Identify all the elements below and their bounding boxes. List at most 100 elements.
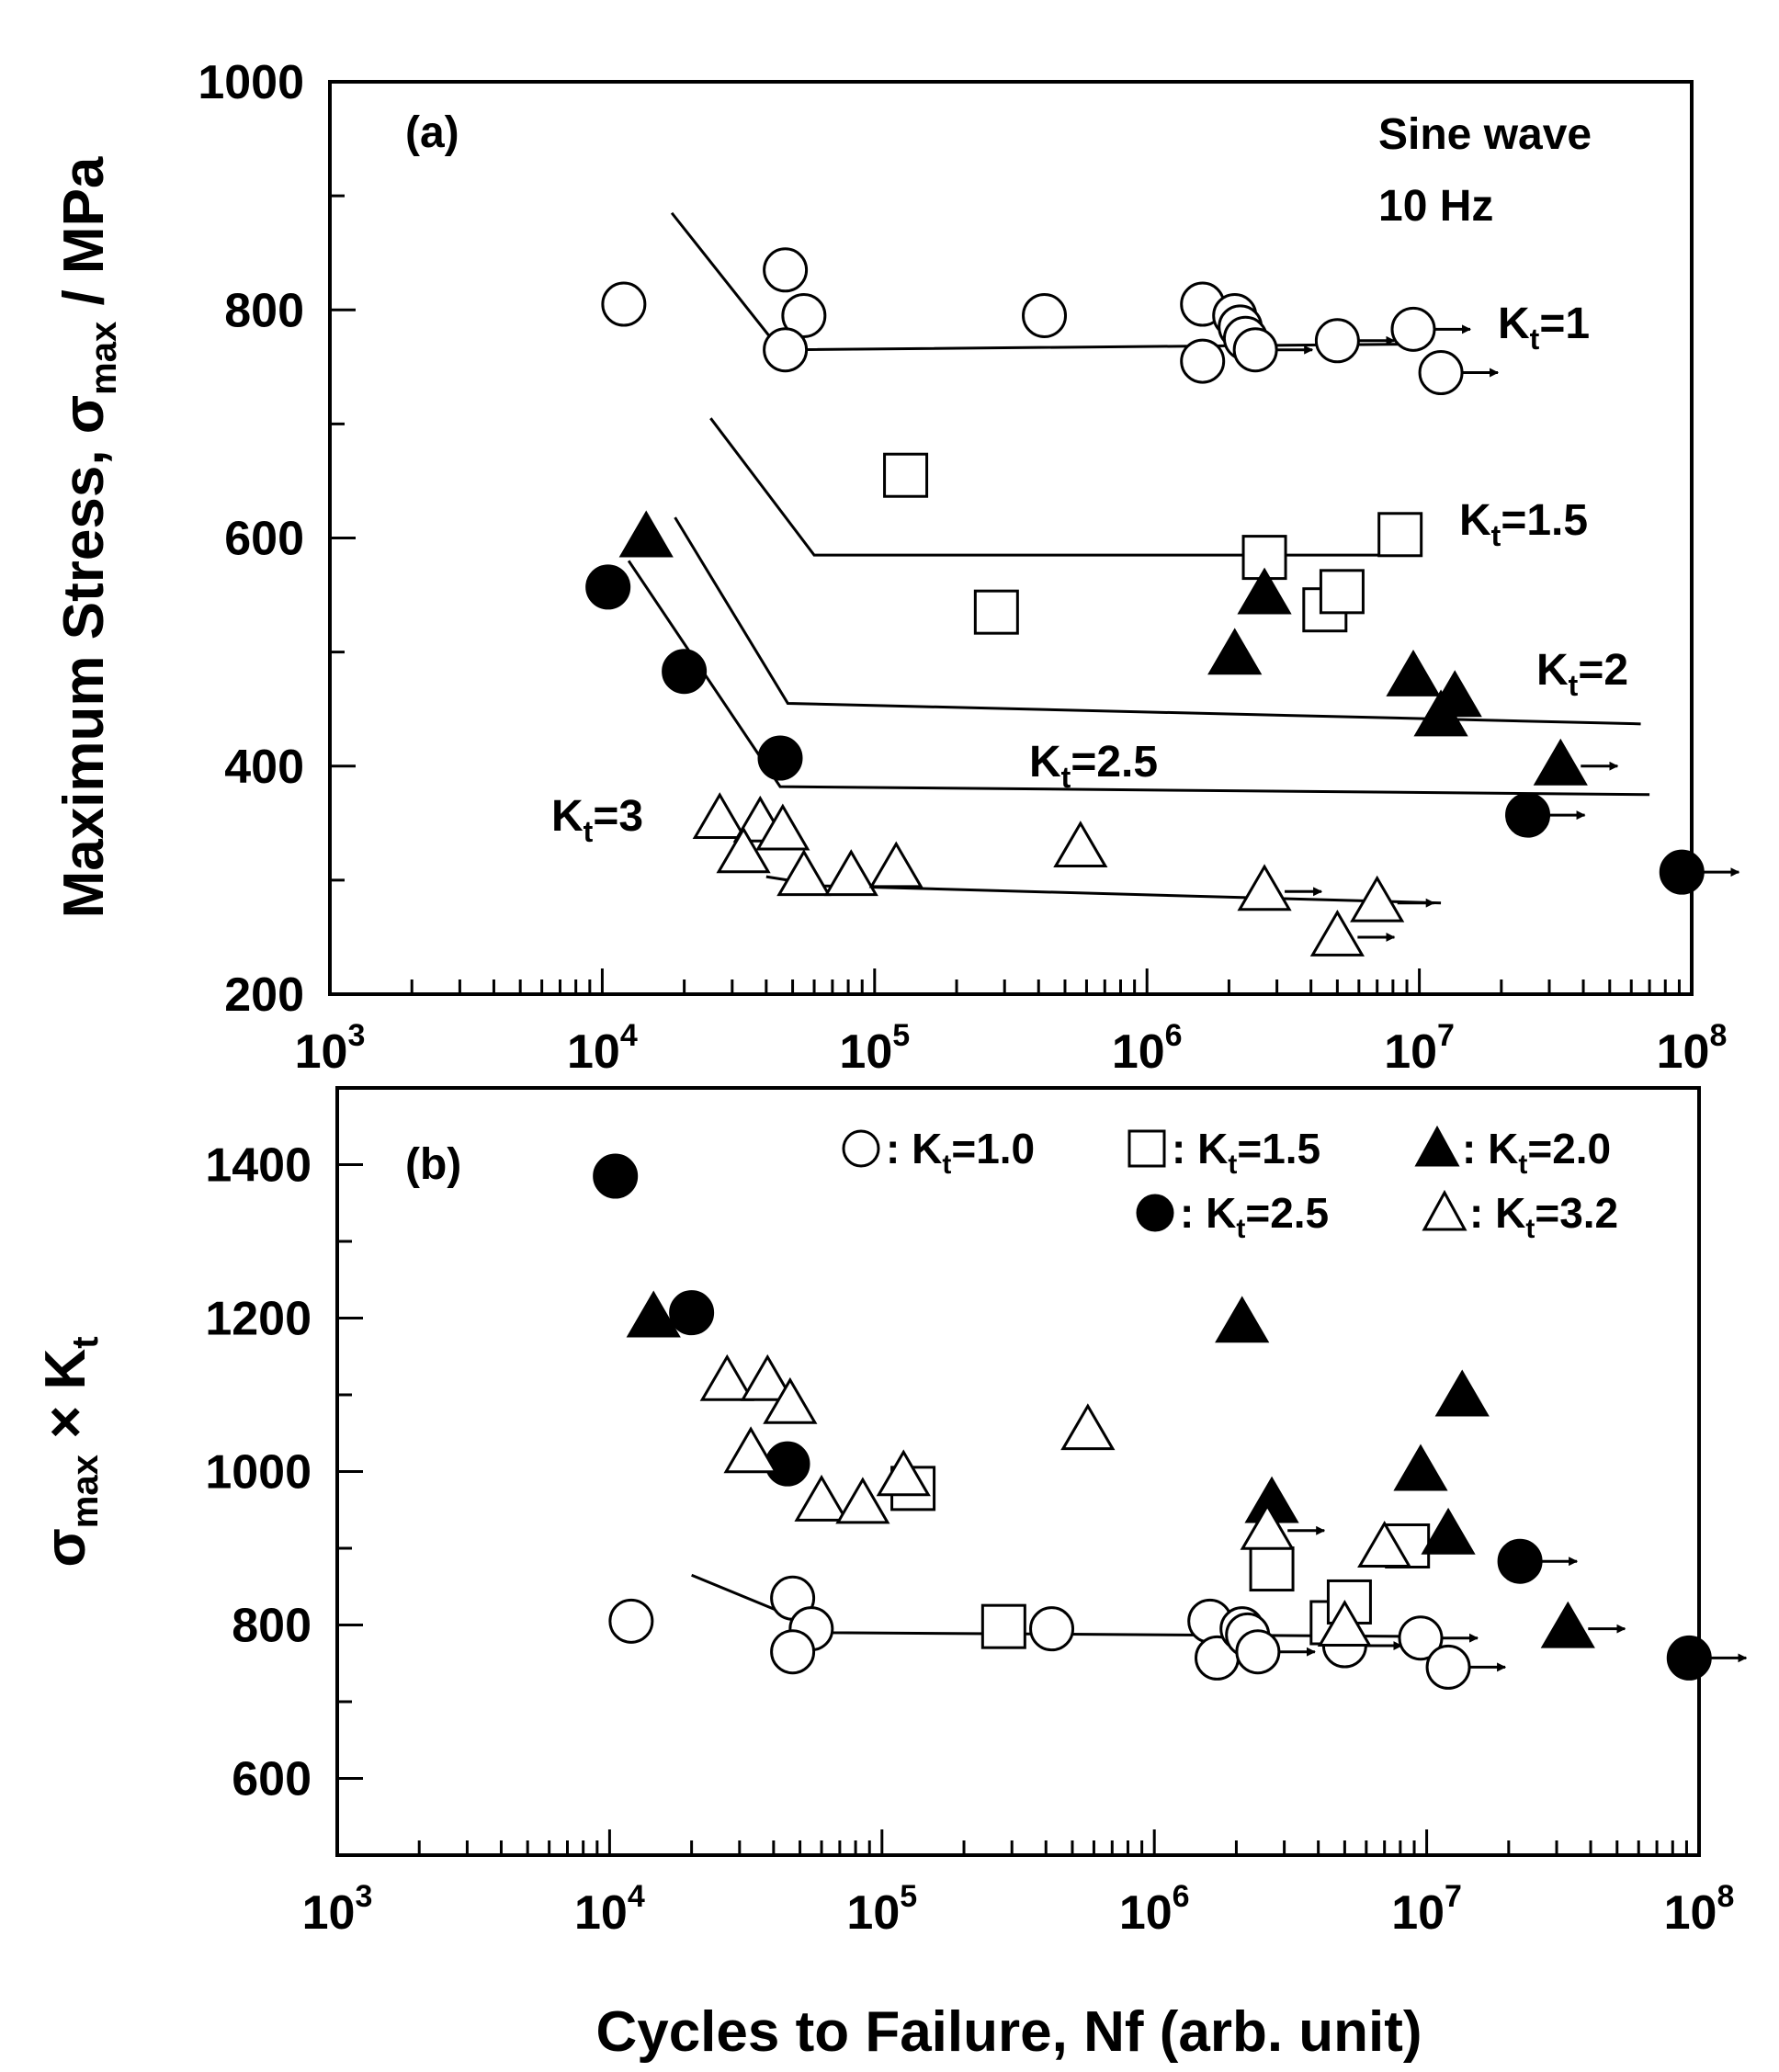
panel-a-data-points: [585, 247, 1740, 957]
data-point-Kt=3: [1053, 821, 1108, 868]
data-point-Kt=3: [716, 826, 771, 874]
data-point-Kt=1: [781, 292, 827, 338]
data-point-Kt=3.2: [699, 1353, 754, 1401]
panel-b-ticks: [335, 1086, 1688, 1857]
label-kt-3: Kt=3: [551, 792, 643, 848]
y-tick-label: 1000: [205, 1446, 312, 1500]
panel-b-data-points: [593, 1153, 1748, 1690]
data-point-Kt=1: [1022, 292, 1068, 338]
fit-line-Kt=1.5: [709, 417, 1413, 557]
data-point-Kt=1: [763, 247, 809, 293]
legend-label: : Kt=2.5: [1180, 1189, 1329, 1244]
x-tick-label: 103: [302, 1879, 373, 1940]
data-point-Kt=2.0: [1393, 1444, 1448, 1491]
data-point-Kt=2.0: [1421, 1507, 1476, 1555]
data-point-Kt=3.2: [876, 1449, 931, 1497]
legend-marker: [1127, 1129, 1166, 1168]
y-tick-label: 1200: [205, 1293, 312, 1346]
data-point-Kt=2.0: [1540, 1601, 1595, 1648]
panel-b-label: (b): [405, 1140, 461, 1189]
data-point-Kt=3: [776, 849, 832, 897]
data-point-Kt=2: [1533, 738, 1588, 786]
data-point-Kt=1.0: [1425, 1644, 1471, 1690]
condition-line1: Sine wave: [1378, 110, 1592, 159]
y-tick-label: 1400: [205, 1139, 312, 1193]
data-point-Kt=2.5: [1505, 792, 1551, 838]
data-point-Kt=2.5: [585, 564, 631, 610]
data-point-Kt=3: [1350, 875, 1405, 923]
data-point-Kt=3.2: [1317, 1600, 1372, 1647]
data-point-Kt=1.5: [980, 1603, 1026, 1649]
panel-b-chart: 600 800 1000 1200 1400 103 104 105 106 107 108 : …: [34, 1086, 1748, 1940]
data-point-Kt=1: [1314, 318, 1360, 364]
fit-line-Kt=2.5: [627, 560, 1650, 797]
label-kt-1-5: Kt=1.5: [1459, 496, 1588, 552]
y-tick-label: 200: [224, 968, 304, 1022]
panel-b-legend: : Kt=1.0 : Kt=1.5 : Kt=2.0 : Kt=2.5 : Kt=3.2: [842, 1125, 1618, 1244]
y-tick-label: 1000: [198, 56, 304, 109]
legend-marker: [1414, 1125, 1460, 1167]
data-point-Kt=2.0: [1215, 1296, 1270, 1343]
legend-item: : Kt=1.0: [842, 1125, 1035, 1180]
data-point-Kt=1.5: [1319, 569, 1365, 615]
data-point-Kt=2.5: [593, 1153, 639, 1199]
data-point-Kt=2.5: [662, 649, 708, 695]
data-point-Kt=3: [868, 841, 923, 889]
data-point-Kt=1: [1418, 350, 1464, 396]
data-point-Kt=3: [823, 849, 878, 897]
data-point-Kt=1.5: [883, 452, 929, 498]
data-point-Kt=1.0: [770, 1629, 816, 1675]
data-point-Kt=3.2: [1357, 1521, 1412, 1568]
data-point-Kt=3.2: [763, 1376, 818, 1424]
label-kt-2-5: Kt=2.5: [1029, 738, 1158, 794]
x-tick-label: 106: [1119, 1879, 1190, 1940]
panel-a-y-tick-labels: 200 400 600 800 1000: [198, 56, 304, 1022]
data-point-Kt=2.0: [1434, 1369, 1490, 1417]
panel-a-x-tick-labels: 103 104 105 106 107 108: [295, 1018, 1728, 1079]
x-tick-label: 105: [846, 1879, 917, 1940]
data-point-Kt=1.0: [1398, 1615, 1444, 1661]
legend-marker: [1422, 1189, 1467, 1231]
data-point-Kt=2.0: [626, 1290, 681, 1338]
data-point-Kt=1.5: [1249, 1546, 1295, 1592]
data-point-Kt=1.0: [1235, 1629, 1281, 1675]
y-tick-label: 600: [224, 513, 304, 566]
data-point-Kt=3.2: [1060, 1403, 1116, 1451]
data-point-Kt=2.5: [1497, 1538, 1543, 1584]
x-tick-label: 104: [567, 1018, 638, 1079]
legend-marker: [842, 1129, 880, 1168]
data-point-Kt=3.2: [740, 1353, 795, 1401]
data-point-Kt=2.5: [765, 1441, 810, 1487]
x-tick-label: 107: [1391, 1879, 1462, 1940]
panel-b-x-tick-labels: 103 104 105 106 107 108: [302, 1879, 1735, 1940]
data-point-Kt=1.5: [973, 589, 1019, 635]
data-point-Kt=2.5: [757, 735, 803, 781]
fit-line-Kt=2: [674, 516, 1641, 726]
data-point-Kt=2: [618, 510, 674, 558]
x-tick-label: 103: [295, 1018, 366, 1079]
x-tick-label: 107: [1384, 1018, 1455, 1079]
data-point-Kt=2: [1207, 628, 1263, 675]
y-tick-label: 600: [232, 1753, 312, 1806]
data-point-Kt=1: [1232, 327, 1278, 373]
data-point-Kt=2: [1413, 689, 1468, 737]
legend-label: : Kt=3.2: [1469, 1189, 1618, 1244]
legend-label: : Kt=2.0: [1462, 1125, 1611, 1180]
x-tick-label: 104: [574, 1879, 645, 1940]
label-kt-2: Kt=2: [1536, 646, 1628, 702]
panel-b-y-tick-labels: 600 800 1000 1200 1400: [205, 1139, 312, 1806]
x-tick-label: 108: [1664, 1879, 1735, 1940]
data-point-Kt=2.5: [1666, 1635, 1712, 1681]
legend-item: : Kt=2.5: [1136, 1189, 1329, 1244]
legend-item: : Kt=1.5: [1127, 1125, 1320, 1180]
legend-label: : Kt=1.5: [1172, 1125, 1320, 1180]
data-point-Kt=3.2: [1240, 1502, 1295, 1550]
data-point-Kt=3: [755, 803, 810, 851]
data-point-Kt=1: [763, 327, 809, 373]
legend-marker: [1136, 1194, 1174, 1232]
y-tick-label: 400: [224, 741, 304, 794]
data-point-Kt=2.5: [669, 1290, 715, 1336]
legend-item: : Kt=2.0: [1414, 1125, 1611, 1180]
